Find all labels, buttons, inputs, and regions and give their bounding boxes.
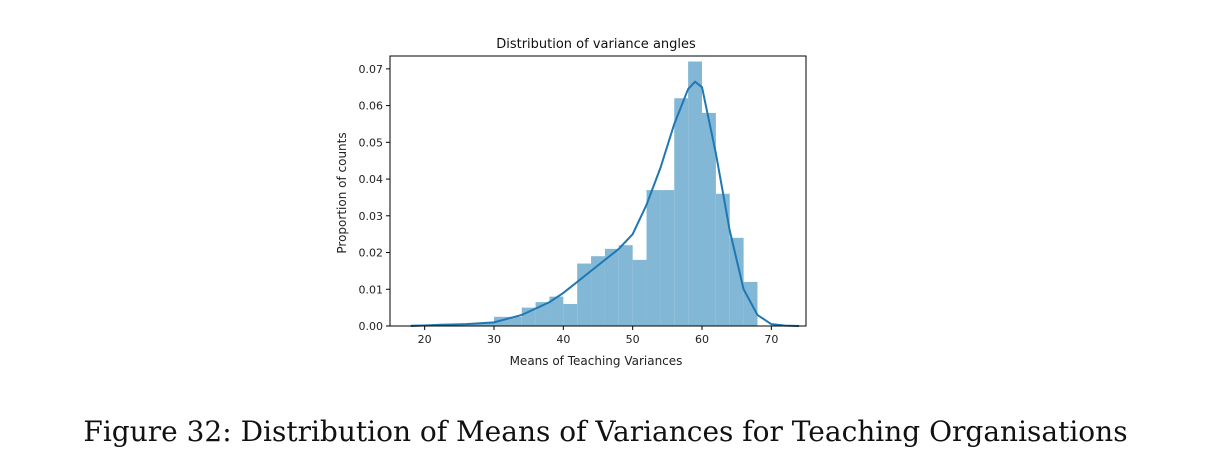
histogram-bar — [674, 98, 689, 326]
y-tick-label: 0.03 — [359, 210, 384, 223]
histogram-bar — [535, 302, 550, 326]
histogram-bar — [618, 245, 633, 326]
y-axis-ticks: 0.00 0.01 0.02 0.03 0.04 0.05 0.06 0.07 — [359, 63, 390, 333]
y-tick-label: 0.00 — [359, 320, 384, 333]
histogram-bar — [549, 296, 564, 326]
y-tick-label: 0.07 — [359, 63, 384, 76]
y-tick-label: 0.02 — [359, 247, 384, 260]
chart-title: Distribution of variance angles — [496, 37, 696, 52]
histogram-bar — [688, 61, 702, 327]
histogram-bar — [604, 248, 619, 326]
x-tick-label: 60 — [695, 333, 709, 346]
histogram-bar — [563, 303, 578, 326]
y-axis-label: Proportion of counts — [335, 132, 349, 253]
x-tick-label: 30 — [487, 333, 501, 346]
histogram-chart: 20 30 40 50 60 70 0.000.010.020.030.040.050.0… — [335, 37, 807, 368]
figure-caption: Figure 32: Distribution of Means of Vari… — [83, 415, 1128, 448]
y-tick-label: 0.01 — [359, 283, 384, 296]
histogram-bar — [729, 237, 744, 326]
histogram-bar — [632, 259, 647, 326]
plot-frame — [389, 55, 807, 327]
x-tick-label: 70 — [764, 333, 778, 346]
histogram-bar — [521, 307, 536, 326]
x-axis-label: Means of Teaching Variances — [510, 354, 683, 368]
histogram-bar — [715, 193, 730, 326]
histogram-bar — [591, 256, 605, 326]
x-tick-label: 20 — [418, 333, 432, 346]
y-tick-label: 0.06 — [359, 100, 384, 113]
x-axis-ticks: 20 30 40 50 60 70 — [418, 326, 778, 346]
histogram-bar — [646, 190, 661, 326]
histogram-bar — [466, 323, 494, 326]
x-tick-label: 50 — [626, 333, 640, 346]
kde-curve — [410, 80, 800, 327]
y-tick-label: 0.05 — [359, 136, 384, 149]
histogram-bar — [702, 112, 716, 326]
y-tick-label: 0.04 — [359, 173, 384, 186]
histogram-bar — [494, 316, 522, 326]
x-tick-label: 40 — [556, 333, 570, 346]
histogram-bar — [660, 190, 675, 326]
histogram-bars — [410, 61, 758, 327]
